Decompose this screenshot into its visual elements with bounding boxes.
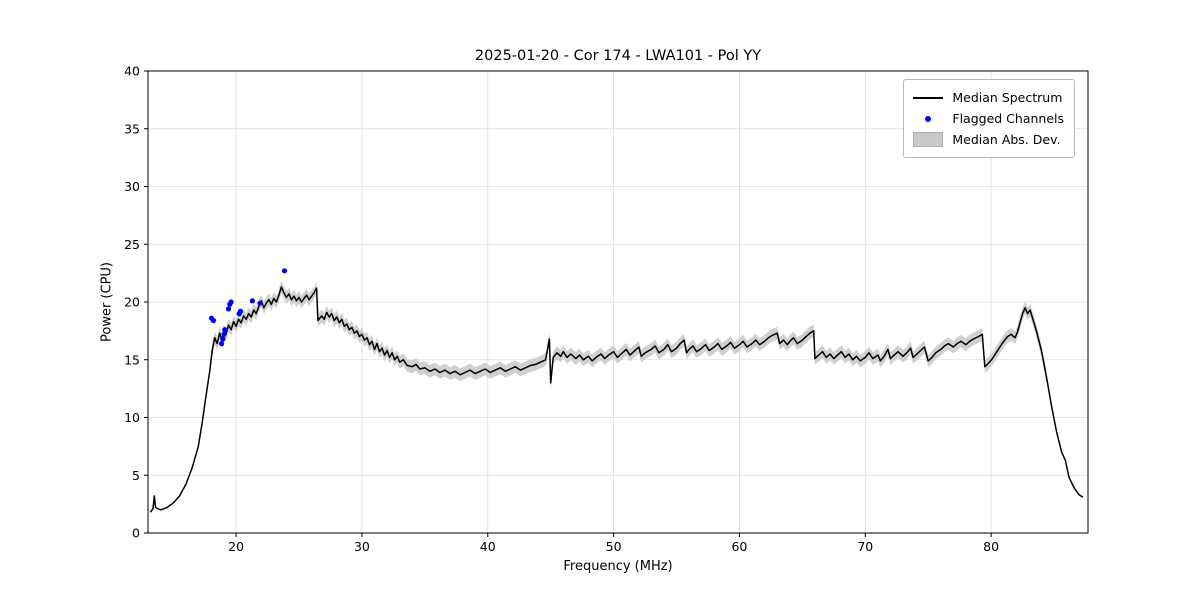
y-tick-label: 10	[124, 410, 140, 425]
x-tick-label: 60	[731, 539, 747, 554]
x-tick-label: 80	[983, 539, 999, 554]
y-tick-label: 40	[124, 64, 140, 79]
y-tick-label: 35	[124, 121, 140, 136]
flagged-channel-point	[257, 300, 263, 306]
y-axis-label: Power (CPU)	[99, 261, 115, 343]
legend-label-mad: Median Abs. Dev.	[952, 132, 1061, 147]
y-tick-label: 15	[124, 352, 140, 367]
median-spectrum-line	[149, 286, 1084, 513]
y-tick-label: 25	[124, 237, 140, 252]
x-tick-label: 20	[228, 539, 244, 554]
flagged-channel-point	[222, 327, 228, 333]
flagged-channel-point	[220, 336, 226, 342]
flagged-channel-point	[210, 317, 216, 324]
legend-item-mad: Median Abs. Dev.	[913, 129, 1064, 150]
flagged-channel-point	[219, 341, 225, 347]
flagged-channels-dot-swatch	[913, 115, 943, 122]
y-tick-label: 30	[124, 179, 140, 194]
x-tick-label: 40	[480, 539, 496, 554]
flagged-channel-point	[225, 306, 232, 312]
legend-label-flagged-channels: Flagged Channels	[952, 111, 1064, 126]
chart-title: 2025-01-20 - Cor 174 - LWA101 - Pol YY	[474, 48, 762, 64]
y-tick-label: 0	[132, 526, 140, 541]
flagged-channel-point	[228, 299, 234, 305]
legend-item-median-spectrum: Median Spectrum	[913, 87, 1064, 108]
mad-band	[209, 280, 1047, 390]
flagged-channel-point	[221, 331, 227, 337]
x-axis-label: Frequency (MHz)	[563, 559, 673, 574]
x-tick-label: 30	[354, 539, 370, 554]
flagged-channel-point	[237, 308, 244, 314]
flagged-channel-point	[249, 298, 255, 304]
y-tick-label: 5	[132, 468, 140, 483]
x-tick-label: 50	[606, 539, 622, 554]
legend-label-median-spectrum: Median Spectrum	[952, 90, 1063, 105]
legend-item-flagged-channels: Flagged Channels	[913, 108, 1064, 129]
mad-band-swatch	[913, 132, 944, 147]
y-tick-label: 20	[124, 295, 140, 310]
x-tick-label: 70	[857, 539, 873, 554]
legend: Median Spectrum Flagged Channels Median …	[903, 79, 1075, 158]
median-spectrum-line-swatch	[913, 96, 944, 99]
flagged-channel-point	[281, 268, 288, 274]
